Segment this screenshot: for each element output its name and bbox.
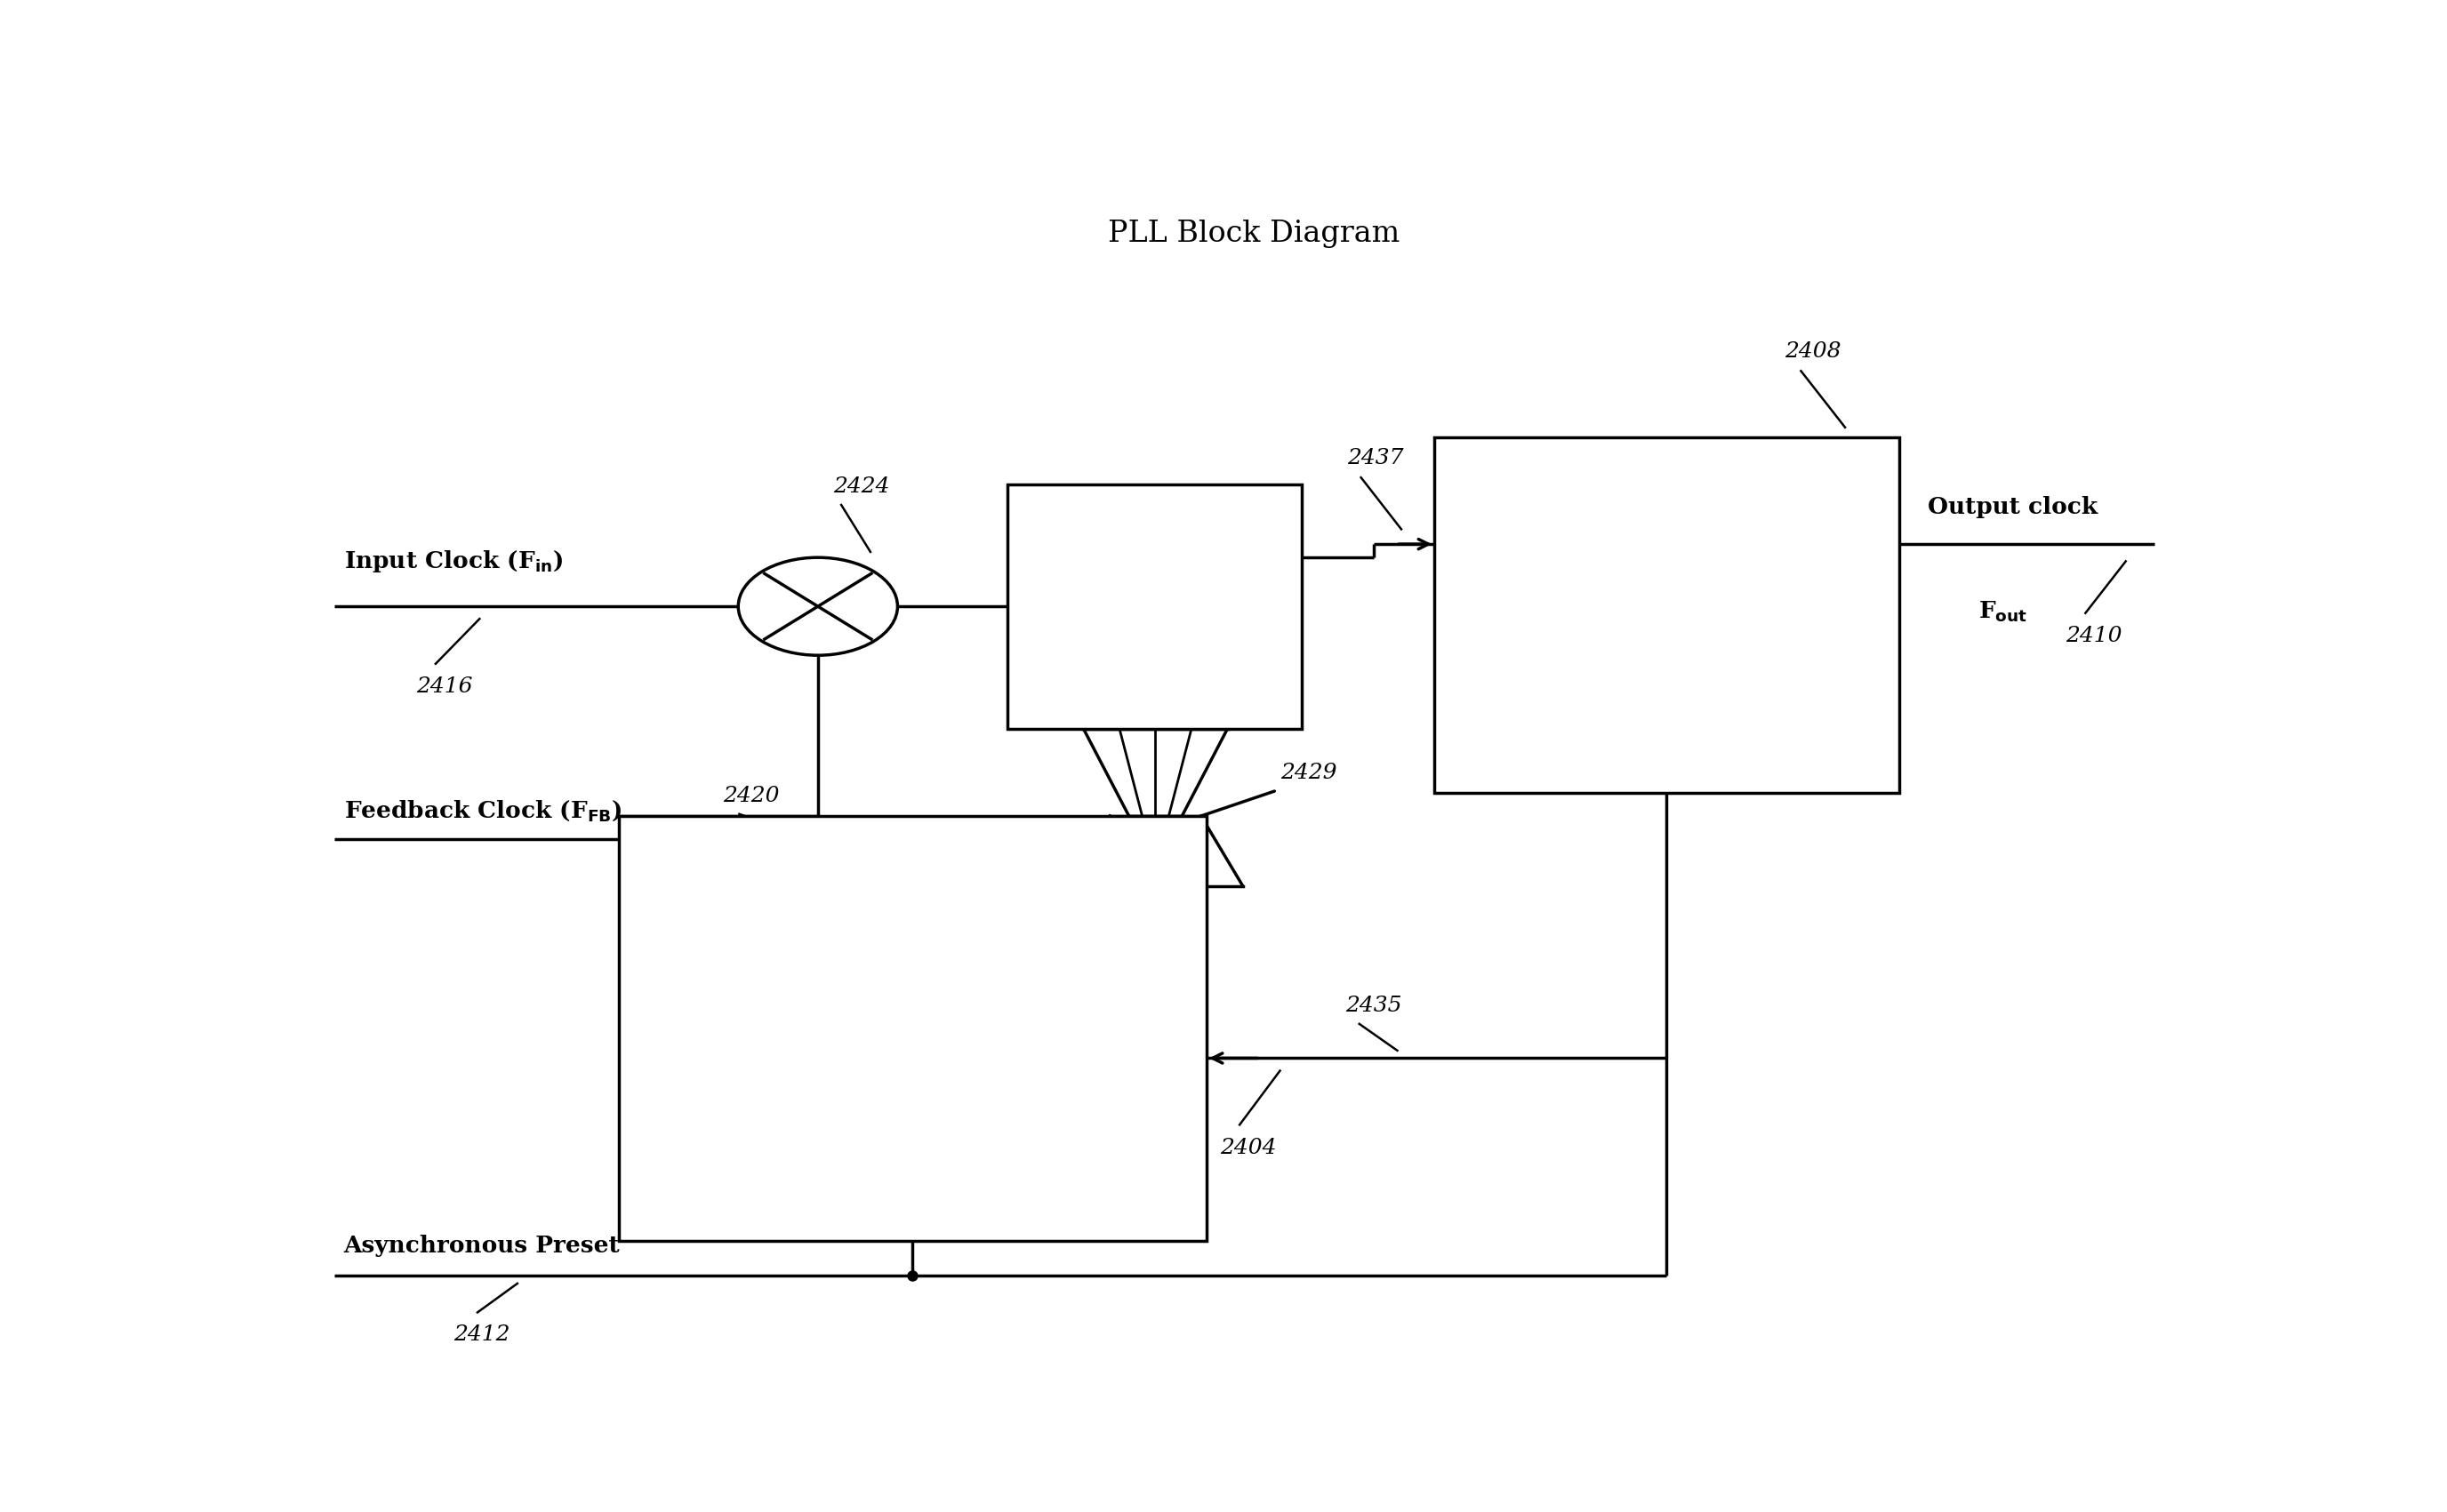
Bar	[1434, 437, 1899, 792]
Text: Asynchronous Preset: Asynchronous Preset	[781, 1166, 1045, 1188]
Text: Output clock: Output clock	[1928, 496, 2097, 519]
Text: or Clear: or Clear	[859, 1069, 967, 1090]
Text: 2432: 2432	[1140, 918, 1197, 939]
Text: 2420: 2420	[724, 786, 781, 806]
Text: Counter M: Counter M	[842, 856, 984, 878]
Text: PLL Block Diagram: PLL Block Diagram	[1108, 219, 1400, 248]
Text: 2412: 2412	[453, 1325, 511, 1346]
Text: 2416: 2416	[416, 676, 472, 697]
Text: Frequency Divider: Frequency Divider	[793, 907, 1033, 928]
Text: Asynchronous Preset: Asynchronous Preset	[1534, 718, 1799, 739]
Text: with Programmable: with Programmable	[783, 962, 1042, 984]
Text: VCO: VCO	[1121, 549, 1189, 576]
Text: Counter K: Counter K	[1598, 490, 1735, 513]
Text: 2435: 2435	[1346, 996, 1402, 1016]
Bar	[619, 816, 1206, 1241]
Text: F$_{\mathbf{out}}$: F$_{\mathbf{out}}$	[1980, 600, 2029, 624]
Text: 2408: 2408	[1786, 342, 1843, 361]
Text: Asynchronous Preset: Asynchronous Preset	[343, 1235, 619, 1256]
Text: Frequency Divider: Frequency Divider	[1547, 540, 1786, 562]
Circle shape	[739, 558, 898, 655]
Bar	[1008, 484, 1302, 729]
Text: 2437: 2437	[1346, 448, 1405, 469]
Text: 2424: 2424	[832, 476, 891, 497]
Text: 2404: 2404	[1221, 1137, 1277, 1158]
Text: 2429: 2429	[1280, 764, 1336, 783]
Text: Feedback Clock (F$_{\mathbf{FB}}$): Feedback Clock (F$_{\mathbf{FB}}$)	[343, 798, 622, 823]
Text: Input Clock (F$_{\mathbf{in}}$): Input Clock (F$_{\mathbf{in}}$)	[343, 547, 563, 573]
Text: Asynchronous Preset: Asynchronous Preset	[776, 1018, 1050, 1040]
Text: 2410: 2410	[2065, 626, 2122, 646]
